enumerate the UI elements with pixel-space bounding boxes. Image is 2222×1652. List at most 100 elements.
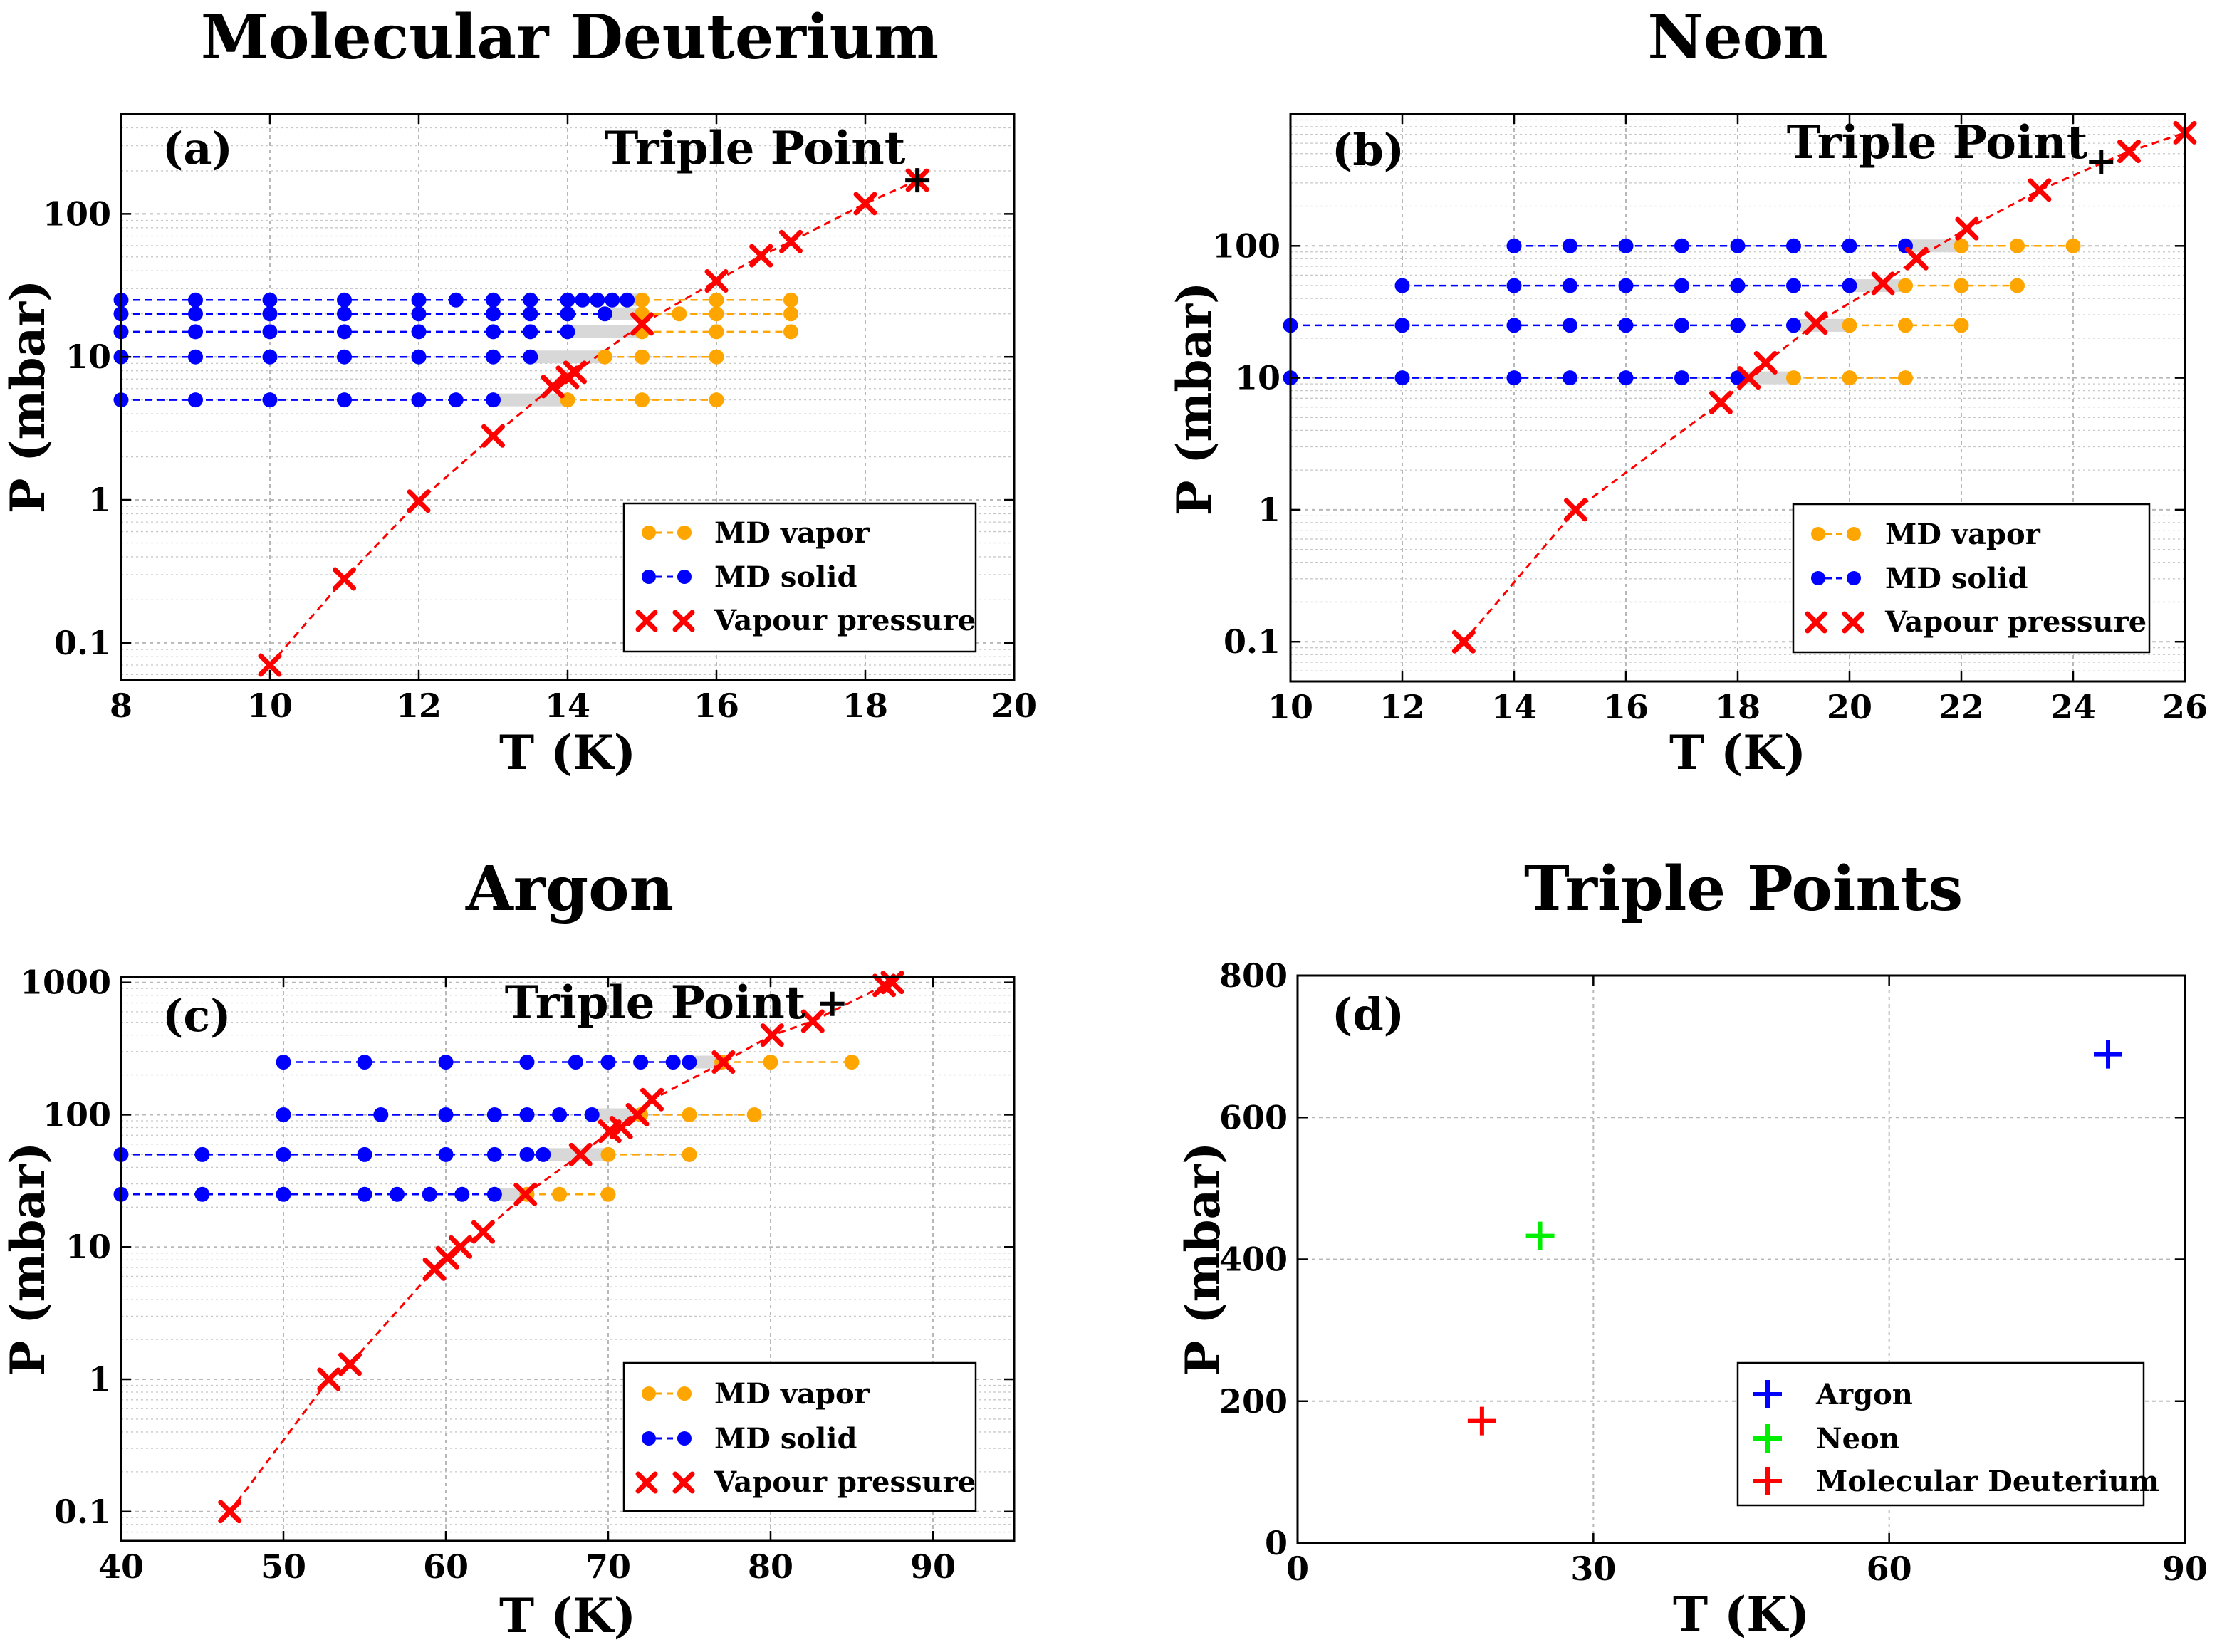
x-tick-label: 90 bbox=[2162, 1549, 2208, 1588]
panel-b-title: Neon bbox=[1647, 1, 1827, 73]
legend-vp-label: Vapour pressure bbox=[714, 604, 976, 637]
md-solid-point bbox=[454, 1186, 470, 1202]
md-vapor-point bbox=[1954, 278, 1969, 293]
md-vapor-point bbox=[682, 1146, 697, 1162]
triple-point-argon-marker bbox=[2094, 1040, 2123, 1069]
md-solid-point bbox=[1786, 278, 1801, 293]
md-solid-point bbox=[1394, 278, 1410, 293]
vapour-pressure-point-stroke bbox=[513, 1182, 538, 1206]
md-solid-point bbox=[357, 1055, 372, 1070]
panel-a-label: (a) bbox=[162, 122, 233, 174]
md-solid-point bbox=[262, 349, 278, 365]
triple-point-marker bbox=[820, 991, 845, 1016]
y-tick-label: 10 bbox=[66, 338, 111, 376]
md-solid-point bbox=[1674, 370, 1689, 386]
md-solid-point bbox=[665, 1055, 681, 1070]
panel-b-ylabel: P (mbar) bbox=[1167, 282, 1222, 516]
md-vapor-point bbox=[783, 306, 798, 322]
md-vapor-point bbox=[783, 324, 798, 340]
md-solid-point bbox=[438, 1107, 454, 1122]
md-solid-point bbox=[1842, 238, 1857, 253]
md-solid-point bbox=[448, 392, 464, 408]
md-solid-point bbox=[357, 1146, 372, 1162]
vapour-pressure-point bbox=[481, 424, 505, 448]
md-solid-point bbox=[590, 292, 605, 308]
md-solid-point bbox=[486, 324, 501, 340]
legend-solid-marker bbox=[1847, 571, 1861, 585]
panel-c-label: (c) bbox=[162, 990, 231, 1042]
md-solid-point bbox=[1618, 318, 1634, 333]
md-solid-point bbox=[276, 1107, 291, 1122]
y-tick-label: 1 bbox=[88, 481, 111, 519]
vapour-pressure-point bbox=[711, 1050, 736, 1075]
panel-d-ticks: 0 30 60 90 0 200 400 600 800 bbox=[1219, 956, 2208, 1588]
md-vapor-point bbox=[1954, 318, 1969, 333]
y-tick-label: 800 bbox=[1219, 956, 1288, 995]
y-tick-label: 0 bbox=[1265, 1524, 1288, 1562]
vapour-pressure-point-stroke bbox=[568, 1142, 593, 1166]
x-tick-label: 22 bbox=[1939, 688, 1984, 726]
md-solid-point bbox=[1618, 370, 1634, 386]
md-solid-point bbox=[1563, 318, 1577, 333]
md-solid-point bbox=[194, 1146, 210, 1162]
md-solid-point bbox=[337, 292, 352, 308]
y-tick-label: 1000 bbox=[20, 963, 111, 1002]
md-solid-point bbox=[560, 292, 575, 308]
vapour-pressure-point bbox=[630, 312, 654, 336]
vapour-pressure-point-stroke bbox=[1871, 271, 1895, 296]
x-tick-label: 16 bbox=[1603, 688, 1649, 726]
vapour-pressure-point bbox=[2028, 178, 2052, 202]
panel-a-marks bbox=[113, 168, 930, 677]
panel-d-xlabel: T (K) bbox=[1673, 1586, 1810, 1642]
vapour-pressure-point-stroke bbox=[218, 1500, 242, 1524]
vapour-pressure-point bbox=[760, 1023, 784, 1047]
panel-c-title: Argon bbox=[465, 853, 674, 925]
x-tick-label: 24 bbox=[2050, 688, 2096, 726]
md-solid-point bbox=[1674, 238, 1689, 253]
legend-vp-marker bbox=[635, 610, 695, 632]
vapour-pressure-point bbox=[1451, 629, 1476, 654]
md-solid-point bbox=[560, 306, 575, 322]
md-solid-point bbox=[682, 1055, 697, 1070]
vapour-pressure-point-stroke bbox=[800, 1009, 825, 1033]
md-vapor-point bbox=[709, 324, 724, 340]
md-solid-point bbox=[1730, 278, 1746, 293]
md-solid-point bbox=[276, 1055, 291, 1070]
y-tick-label: 1 bbox=[88, 1360, 111, 1399]
md-solid-point bbox=[1618, 278, 1634, 293]
y-tick-label: 100 bbox=[43, 1095, 111, 1134]
md-vapor-point bbox=[1954, 238, 1969, 253]
md-vapor-point bbox=[600, 1186, 616, 1202]
md-solid-point bbox=[262, 392, 278, 408]
md-vapor-point bbox=[1898, 370, 1913, 386]
legend-vp-label: Vapour pressure bbox=[1884, 605, 2147, 639]
panel-c-ylabel: P (mbar) bbox=[0, 1142, 56, 1376]
legend-solid-marker bbox=[642, 1431, 656, 1446]
vapour-pressure-point-stroke bbox=[481, 424, 505, 448]
md-solid-point bbox=[188, 324, 203, 340]
md-vapor-point bbox=[600, 1146, 616, 1162]
md-solid-point bbox=[188, 349, 203, 365]
legend-argon-marker bbox=[1753, 1380, 1782, 1408]
md-solid-point bbox=[519, 1146, 535, 1162]
x-tick-label: 8 bbox=[110, 686, 132, 725]
x-tick-label: 18 bbox=[1715, 688, 1761, 726]
md-solid-point bbox=[486, 1146, 502, 1162]
y-tick-label: 200 bbox=[1219, 1382, 1288, 1421]
md-vapor-point bbox=[2065, 238, 2081, 253]
md-solid-point bbox=[486, 349, 501, 365]
vapour-pressure-point bbox=[853, 192, 877, 216]
triple-point-marker bbox=[2089, 150, 2114, 174]
y-tick-label: 100 bbox=[43, 194, 111, 233]
x-tick-label: 50 bbox=[261, 1547, 306, 1586]
legend-deuterium-label: Molecular Deuterium bbox=[1816, 1465, 2159, 1498]
y-tick-label: 10 bbox=[1235, 359, 1280, 397]
x-tick-label: 10 bbox=[1268, 688, 1313, 726]
x-tick-label: 12 bbox=[1379, 688, 1425, 726]
md-solid-point bbox=[523, 349, 538, 365]
md-solid-point bbox=[536, 1146, 551, 1162]
md-vapor-point bbox=[682, 1107, 697, 1122]
panel-d-legend: Argon Neon Molecular Deuterium bbox=[1736, 1361, 2159, 1507]
md-solid-point bbox=[262, 324, 278, 340]
x-tick-label: 70 bbox=[585, 1547, 631, 1586]
